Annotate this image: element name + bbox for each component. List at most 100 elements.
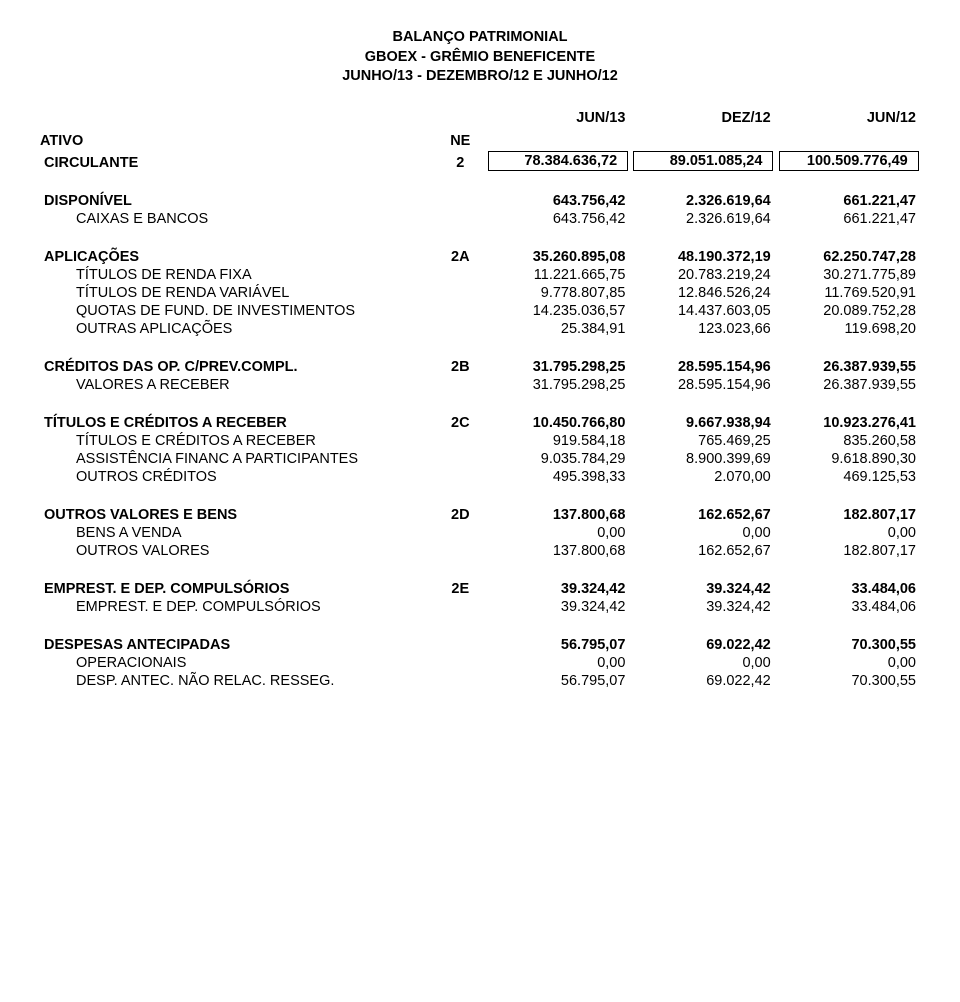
row-label-6-1: DESP. ANTEC. NÃO RELAC. RESSEG. <box>40 672 436 690</box>
section-head-v3-3: 10.923.276,41 <box>775 414 920 432</box>
section-head-5: EMPREST. E DEP. COMPULSÓRIOS <box>40 580 436 598</box>
section-head-v1-5: 39.324,42 <box>484 580 629 598</box>
header-jun12: JUN/12 <box>775 109 920 132</box>
row-v2-6-1: 69.022,42 <box>629 672 774 690</box>
row-label-6-0: OPERACIONAIS <box>40 654 436 672</box>
section-head-2: CRÉDITOS DAS OP. C/PREV.COMPL. <box>40 358 436 376</box>
row-v1-3-0: 919.584,18 <box>484 432 629 450</box>
circulante-v1: 78.384.636,72 <box>484 150 629 172</box>
row-v3-6-1: 70.300,55 <box>775 672 920 690</box>
row-v2-3-1: 8.900.399,69 <box>629 450 774 468</box>
section-head-4: OUTROS VALORES E BENS <box>40 506 436 524</box>
section-head-ne-3: 2C <box>436 414 484 432</box>
section-head-v2-4: 162.652,67 <box>629 506 774 524</box>
header-jun13: JUN/13 <box>484 109 629 132</box>
row-v1-4-0: 0,00 <box>484 524 629 542</box>
row-v1-1-3: 25.384,91 <box>484 320 629 338</box>
circulante-v3: 100.509.776,49 <box>775 150 920 172</box>
row-v3-2-0: 26.387.939,55 <box>775 376 920 394</box>
section-head-ne-6 <box>436 636 484 654</box>
title-line-3: JUNHO/13 - DEZEMBRO/12 E JUNHO/12 <box>40 67 920 87</box>
row-v2-1-0: 20.783.219,24 <box>629 266 774 284</box>
row-v2-6-0: 0,00 <box>629 654 774 672</box>
circulante-v2: 89.051.085,24 <box>629 150 774 172</box>
section-head-v3-0: 661.221,47 <box>775 192 920 210</box>
section-head-v3-1: 62.250.747,28 <box>775 248 920 266</box>
row-v3-0-0: 661.221,47 <box>775 210 920 228</box>
row-v1-1-1: 9.778.807,85 <box>484 284 629 302</box>
row-v3-6-0: 0,00 <box>775 654 920 672</box>
row-v2-2-0: 28.595.154,96 <box>629 376 774 394</box>
section-head-v3-5: 33.484,06 <box>775 580 920 598</box>
title-line-2: GBOEX - GRÊMIO BENEFICENTE <box>40 48 920 68</box>
section-head-v3-4: 182.807,17 <box>775 506 920 524</box>
row-label-3-2: OUTROS CRÉDITOS <box>40 468 436 486</box>
title-line-1: BALANÇO PATRIMONIAL <box>40 28 920 48</box>
section-head-1: APLICAÇÕES <box>40 248 436 266</box>
section-head-0: DISPONÍVEL <box>40 192 436 210</box>
row-v1-3-1: 9.035.784,29 <box>484 450 629 468</box>
section-head-v1-0: 643.756,42 <box>484 192 629 210</box>
row-v1-5-0: 39.324,42 <box>484 598 629 616</box>
section-head-ne-1: 2A <box>436 248 484 266</box>
ne-header: NE <box>436 132 484 150</box>
row-v3-1-2: 20.089.752,28 <box>775 302 920 320</box>
row-v1-6-1: 56.795,07 <box>484 672 629 690</box>
row-label-3-0: TÍTULOS E CRÉDITOS A RECEBER <box>40 432 436 450</box>
row-v2-3-0: 765.469,25 <box>629 432 774 450</box>
row-v1-3-2: 495.398,33 <box>484 468 629 486</box>
row-v3-4-1: 182.807,17 <box>775 542 920 560</box>
row-v2-1-2: 14.437.603,05 <box>629 302 774 320</box>
row-v3-3-2: 469.125,53 <box>775 468 920 486</box>
row-label-1-2: QUOTAS DE FUND. DE INVESTIMENTOS <box>40 302 436 320</box>
section-head-6: DESPESAS ANTECIPADAS <box>40 636 436 654</box>
row-v2-1-1: 12.846.526,24 <box>629 284 774 302</box>
row-v1-1-0: 11.221.665,75 <box>484 266 629 284</box>
row-label-2-0: VALORES A RECEBER <box>40 376 436 394</box>
section-head-v1-3: 10.450.766,80 <box>484 414 629 432</box>
ativo-label: ATIVO <box>40 132 436 150</box>
row-v1-0-0: 643.756,42 <box>484 210 629 228</box>
row-label-4-0: BENS A VENDA <box>40 524 436 542</box>
row-v1-4-1: 137.800,68 <box>484 542 629 560</box>
section-head-ne-5: 2E <box>436 580 484 598</box>
section-head-v2-2: 28.595.154,96 <box>629 358 774 376</box>
circulante-ne: 2 <box>436 150 484 172</box>
row-v2-0-0: 2.326.619,64 <box>629 210 774 228</box>
row-v2-1-3: 123.023,66 <box>629 320 774 338</box>
section-head-ne-4: 2D <box>436 506 484 524</box>
circulante-label: CIRCULANTE <box>40 150 436 172</box>
row-label-1-3: OUTRAS APLICAÇÕES <box>40 320 436 338</box>
row-v3-1-1: 11.769.520,91 <box>775 284 920 302</box>
section-head-ne-2: 2B <box>436 358 484 376</box>
row-v1-2-0: 31.795.298,25 <box>484 376 629 394</box>
row-v2-4-1: 162.652,67 <box>629 542 774 560</box>
row-label-0-0: CAIXAS E BANCOS <box>40 210 436 228</box>
row-v3-4-0: 0,00 <box>775 524 920 542</box>
section-head-v1-6: 56.795,07 <box>484 636 629 654</box>
section-head-v3-6: 70.300,55 <box>775 636 920 654</box>
row-v2-5-0: 39.324,42 <box>629 598 774 616</box>
row-v2-3-2: 2.070,00 <box>629 468 774 486</box>
row-v3-1-0: 30.271.775,89 <box>775 266 920 284</box>
row-v3-3-0: 835.260,58 <box>775 432 920 450</box>
row-label-3-1: ASSISTÊNCIA FINANC A PARTICIPANTES <box>40 450 436 468</box>
row-v3-1-3: 119.698,20 <box>775 320 920 338</box>
report-title: BALANÇO PATRIMONIAL GBOEX - GRÊMIO BENEF… <box>40 28 920 87</box>
row-v3-3-1: 9.618.890,30 <box>775 450 920 468</box>
section-head-3: TÍTULOS E CRÉDITOS A RECEBER <box>40 414 436 432</box>
balance-table: JUN/13DEZ/12JUN/12 ATIVONECIRCULANTE278.3… <box>40 109 920 690</box>
row-v3-5-0: 33.484,06 <box>775 598 920 616</box>
section-head-v2-3: 9.667.938,94 <box>629 414 774 432</box>
row-v1-1-2: 14.235.036,57 <box>484 302 629 320</box>
section-head-v3-2: 26.387.939,55 <box>775 358 920 376</box>
row-v1-6-0: 0,00 <box>484 654 629 672</box>
section-head-v1-4: 137.800,68 <box>484 506 629 524</box>
row-label-1-0: TÍTULOS DE RENDA FIXA <box>40 266 436 284</box>
section-head-v2-6: 69.022,42 <box>629 636 774 654</box>
header-dez12: DEZ/12 <box>629 109 774 132</box>
section-head-v1-1: 35.260.895,08 <box>484 248 629 266</box>
row-label-4-1: OUTROS VALORES <box>40 542 436 560</box>
section-head-v2-0: 2.326.619,64 <box>629 192 774 210</box>
row-label-1-1: TÍTULOS DE RENDA VARIÁVEL <box>40 284 436 302</box>
